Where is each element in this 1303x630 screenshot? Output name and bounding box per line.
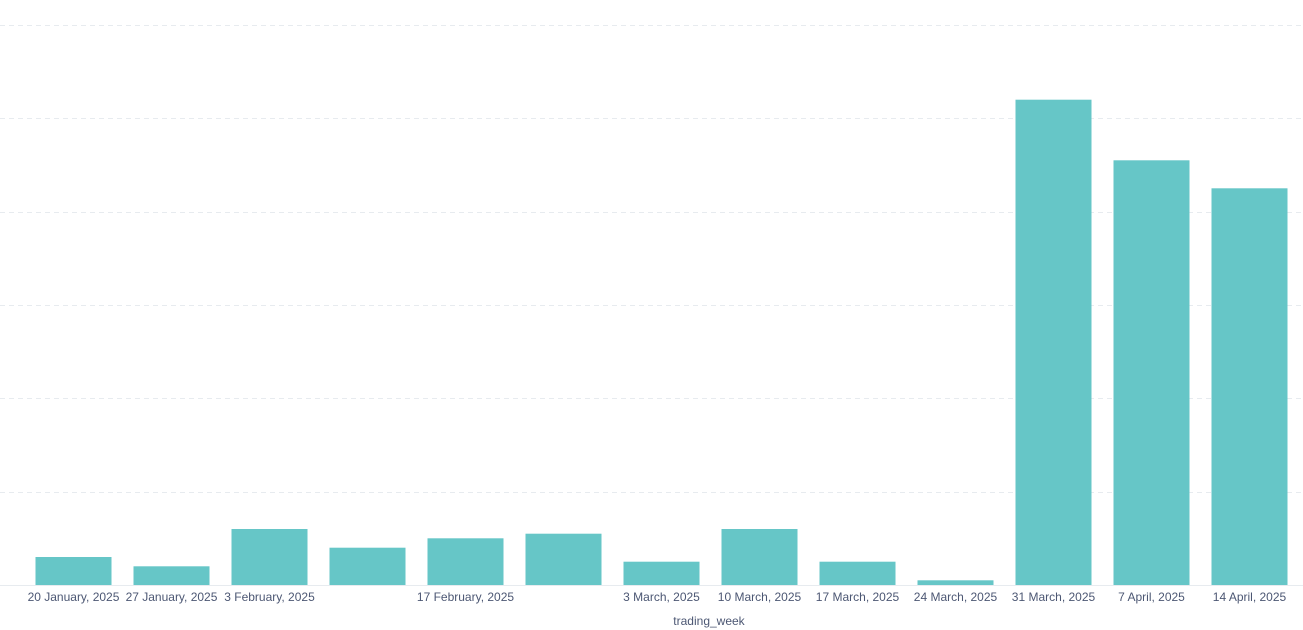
x-tick-label: 24 March, 2025 [914, 590, 998, 604]
x-tick-label: 17 February, 2025 [417, 590, 514, 604]
x-tick-label: 27 January, 2025 [126, 590, 218, 604]
bar[interactable] [525, 533, 602, 585]
bar[interactable] [917, 580, 994, 585]
x-axis-title: trading_week [673, 614, 745, 628]
x-tick-label: 20 January, 2025 [28, 590, 120, 604]
bar[interactable] [623, 561, 700, 585]
bar[interactable] [133, 566, 210, 585]
bar[interactable] [35, 557, 112, 585]
bar[interactable] [721, 529, 798, 585]
bar[interactable] [231, 529, 308, 585]
x-tick-label: 3 February, 2025 [224, 590, 315, 604]
x-tick-label: 10 March, 2025 [718, 590, 802, 604]
x-tick-label: 3 March, 2025 [623, 590, 700, 604]
bar[interactable] [427, 538, 504, 585]
bars [35, 99, 1288, 586]
x-tick-label: 14 April, 2025 [1213, 590, 1287, 604]
x-tick-labels: 20 January, 2025 27 January, 2025 3 Februa… [28, 590, 1287, 604]
x-tick-label: 7 April, 2025 [1118, 590, 1185, 604]
x-tick-label: 31 March, 2025 [1012, 590, 1096, 604]
bar[interactable] [819, 561, 896, 585]
bar[interactable] [329, 547, 406, 585]
bar[interactable] [1211, 188, 1288, 586]
bar[interactable] [1113, 160, 1190, 586]
x-tick-label: 17 March, 2025 [816, 590, 900, 604]
gridlines [0, 25, 1303, 586]
bar[interactable] [1015, 99, 1092, 585]
